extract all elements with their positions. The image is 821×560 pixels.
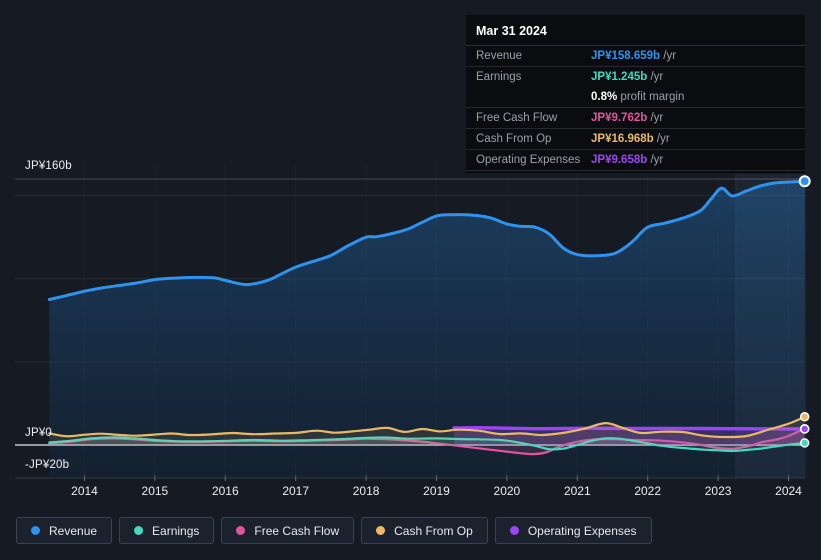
y-axis-label-zero: JP¥0: [25, 427, 53, 439]
chart-plot[interactable]: [0, 0, 821, 510]
x-axis-label-2015: 2015: [141, 484, 169, 498]
earnings-line: [48, 436, 806, 453]
chart-legend: Revenue Earnings Free Cash Flow Cash Fro…: [16, 517, 652, 544]
chart-tooltip: Mar 31 2024 Revenue JP¥158.659b /yr Earn…: [465, 14, 806, 174]
earnings-marker: [799, 438, 810, 448]
legend-item-operating-expenses[interactable]: Operating Expenses: [494, 517, 652, 544]
operating-expenses-dot-icon: [509, 526, 519, 535]
revenue-area: [49, 181, 805, 478]
legend-label-cash-from-op: Cash From Op: [394, 523, 473, 538]
cash-from-op-dot-icon: [376, 526, 386, 535]
x-axis-label-2019: 2019: [423, 484, 450, 498]
revenue-dot-icon: [31, 526, 40, 535]
x-axis-label-2022: 2022: [634, 484, 662, 498]
profit-margin-label: profit margin: [620, 91, 685, 103]
tooltip-label: Cash From Op: [476, 133, 552, 145]
tooltip-label: Earnings: [476, 71, 522, 83]
x-axis-label-2020: 2020: [493, 484, 521, 498]
y-axis-label-160b: JP¥160b: [25, 160, 72, 172]
operating-expenses-marker: [799, 424, 810, 434]
x-axis-label-2017: 2017: [282, 484, 310, 498]
tooltip-value-revenue: JP¥158.659b: [591, 50, 661, 62]
free-cash-flow-area: [49, 428, 805, 455]
tooltip-row-operating-expenses: Operating Expenses JP¥9.658b /yr: [466, 149, 805, 171]
x-axis-label-2021: 2021: [563, 484, 591, 498]
tooltip-row-earnings: Earnings JP¥1.245b /yr: [466, 66, 805, 87]
free-cash-flow-dot-icon: [236, 526, 246, 535]
legend-label-earnings: Earnings: [152, 523, 200, 538]
cash-from-op-line: [48, 415, 806, 439]
tooltip-value-fcf: JP¥9.762b: [591, 112, 648, 124]
legend-label-free-cash-flow: Free Cash Flow: [254, 523, 340, 538]
profit-margin-value: 0.8%: [591, 91, 618, 103]
tooltip-row-cash-from-op: Cash From Op JP¥16.968b /yr: [466, 128, 805, 149]
legend-item-free-cash-flow[interactable]: Free Cash Flow: [221, 517, 355, 544]
tooltip-label: Operating Expenses: [476, 154, 581, 166]
x-axis-label-2018: 2018: [352, 484, 380, 498]
tooltip-label: Revenue: [476, 50, 523, 62]
legend-item-earnings[interactable]: Earnings: [119, 517, 215, 544]
y-axis-label-neg20b: -JP¥20b: [25, 459, 70, 471]
tooltip-value-cashop: JP¥16.968b: [591, 133, 654, 145]
tooltip-date: Mar 31 2024: [466, 15, 805, 46]
legend-label-revenue: Revenue: [49, 523, 98, 538]
x-axis-label-2014: 2014: [71, 484, 98, 498]
legend-label-operating-expenses: Operating Expenses: [527, 523, 637, 538]
x-axis-label-2024: 2024: [775, 484, 802, 498]
operating-expenses-area: [454, 427, 805, 445]
earnings-dot-icon: [134, 526, 144, 535]
legend-item-cash-from-op[interactable]: Cash From Op: [361, 517, 488, 544]
x-axis-label-2023: 2023: [704, 484, 732, 498]
revenue-line: [47, 179, 807, 301]
tooltip-label: Free Cash Flow: [476, 112, 558, 124]
legend-item-revenue[interactable]: Revenue: [16, 517, 113, 544]
tooltip-value-earnings: JP¥1.245b: [591, 71, 648, 83]
operating-expenses-line: [452, 426, 807, 431]
revenue-marker: [798, 175, 811, 188]
tooltip-row-free-cash-flow: Free Cash Flow JP¥9.762b /yr: [466, 107, 805, 128]
tooltip-row-profit-margin: 0.8% profit margin: [466, 87, 805, 107]
tooltip-value-opex: JP¥9.658b: [591, 154, 648, 166]
cash-from-op-marker: [799, 412, 810, 422]
x-axis-label-2016: 2016: [211, 484, 239, 498]
cash-from-op-area: [49, 416, 805, 445]
tooltip-row-revenue: Revenue JP¥158.659b /yr: [476, 50, 677, 62]
